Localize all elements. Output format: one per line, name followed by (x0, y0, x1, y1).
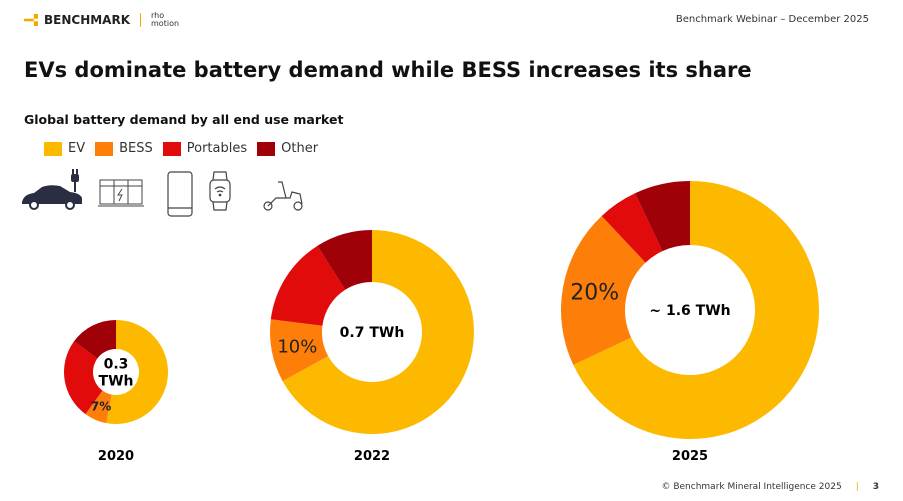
smartphone-icon (167, 171, 193, 217)
legend-ev: EV (44, 141, 85, 156)
page-number: 3 (872, 482, 879, 492)
donut-slice-portables-2020 (64, 341, 103, 415)
year-label-2022: 2022 (354, 449, 390, 464)
legend-swatch (44, 141, 62, 156)
year-label-2020: 2020 (98, 449, 134, 464)
legend-label: EV (68, 141, 86, 156)
brand-name: BENCHMARK (44, 13, 131, 27)
legend-other: Other (257, 141, 318, 156)
donut-slice-bess-2022 (270, 319, 329, 382)
battery-storage-icon (98, 179, 144, 207)
legend-swatch (257, 141, 276, 156)
legend-swatch (95, 141, 114, 156)
bess-share-label-2025: 20% (570, 281, 619, 306)
donut-slice-other-2020 (73, 320, 116, 359)
bess-share-label-2020: 7% (91, 400, 111, 414)
total-label-2025: ~ 1.6 TWh (649, 303, 730, 319)
total-label-2020: 0.3 (104, 357, 129, 373)
benchmark-logo: BENCHMARK rho motion (24, 12, 185, 28)
total-label-2020: TWh (99, 374, 134, 390)
legend-portables: Portables (162, 141, 248, 156)
footer: © Benchmark Mineral Intelligence 2025 | 3 (661, 482, 879, 492)
donut-slice-ev-2022 (282, 230, 475, 434)
logo-divider (140, 13, 142, 27)
legend: EV BESS Portables Other (44, 141, 318, 156)
legend-swatch (162, 141, 181, 156)
legend-label: Other (281, 141, 319, 156)
year-label-2025: 2025 (672, 449, 708, 464)
donut-slice-portables-2022 (270, 245, 346, 326)
scooter-icon (263, 181, 303, 211)
donut-slice-ev-2020 (106, 320, 168, 424)
total-label-2022: 0.7 TWh (340, 325, 405, 341)
end-use-icons (22, 169, 303, 217)
footer-divider: | (855, 482, 859, 492)
partner-logo: rho motion (151, 11, 180, 28)
donut-slice-portables-2025 (601, 193, 663, 263)
donut-slice-ev-2025 (573, 181, 819, 439)
bess-share-label-2022: 10% (277, 337, 317, 358)
donut-slice-other-2025 (635, 181, 690, 252)
copyright: © Benchmark Mineral Intelligence 2025 (661, 482, 842, 492)
chart-title: Global battery demand by all end use mar… (24, 112, 344, 127)
smartwatch-icon (209, 171, 231, 211)
donut-slice-bess-2025 (561, 215, 646, 365)
legend-label: Portables (186, 141, 248, 156)
webinar-label: Benchmark Webinar – December 2025 (675, 14, 869, 25)
donut-slice-bess-2020 (85, 390, 112, 424)
page-title: EVs dominate battery demand while BESS i… (24, 58, 752, 82)
donut-slice-other-2022 (317, 230, 372, 290)
car-charging-icon (22, 169, 82, 210)
legend-bess: BESS (95, 141, 153, 156)
legend-label: BESS (119, 141, 153, 156)
